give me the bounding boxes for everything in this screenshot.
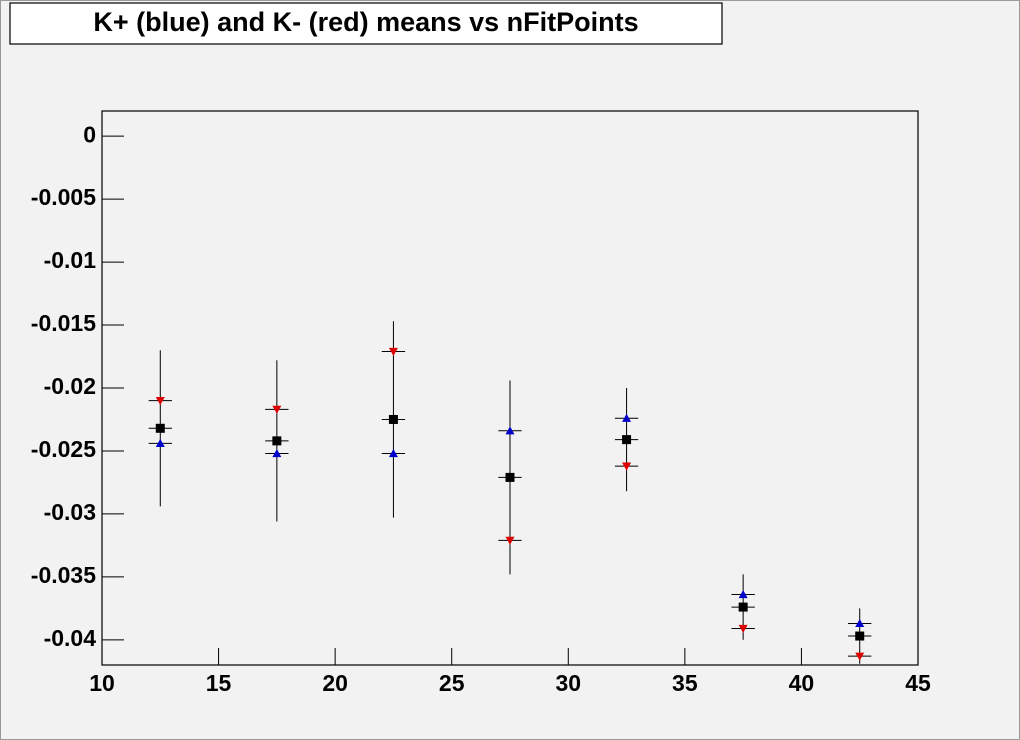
marker (505, 472, 515, 482)
marker (855, 652, 865, 661)
marker (272, 448, 282, 458)
x-tick-label: 30 (555, 670, 581, 696)
x-tick-label: 10 (89, 670, 115, 696)
y-tick-label: -0.035 (31, 562, 96, 588)
y-tick-label: -0.03 (44, 499, 96, 525)
x-tick-label: 40 (789, 670, 815, 696)
marker (388, 448, 398, 458)
x-tick-label: 35 (672, 670, 698, 696)
y-tick-label: -0.025 (31, 436, 96, 462)
marker (272, 436, 282, 446)
marker (388, 414, 398, 424)
marker (505, 426, 515, 435)
y-tick-label: -0.015 (31, 310, 96, 336)
marker (388, 347, 398, 356)
y-tick-label: -0.01 (44, 247, 97, 273)
x-tick-label: 15 (206, 670, 232, 696)
chart-title: K+ (blue) and K- (red) means vs nFitPoin… (93, 7, 638, 37)
title-box (9, 2, 723, 45)
marker (505, 536, 515, 545)
marker (622, 462, 632, 471)
marker (738, 624, 748, 633)
x-tick-label: 45 (905, 670, 931, 696)
marker (155, 438, 165, 447)
marker (855, 631, 865, 641)
marker (738, 602, 748, 612)
marker (155, 423, 165, 433)
x-tick-label: 25 (439, 670, 465, 696)
marker (155, 396, 165, 406)
x-tick-label: 20 (322, 670, 348, 696)
y-tick-label: 0 (83, 121, 96, 147)
marker (738, 589, 748, 599)
y-tick-label: -0.02 (44, 373, 96, 399)
y-tick-label: -0.04 (44, 625, 97, 651)
marker (622, 435, 632, 445)
marker (855, 618, 865, 628)
marker (272, 405, 282, 414)
marker (622, 413, 632, 422)
y-tick-label: -0.005 (31, 184, 96, 210)
